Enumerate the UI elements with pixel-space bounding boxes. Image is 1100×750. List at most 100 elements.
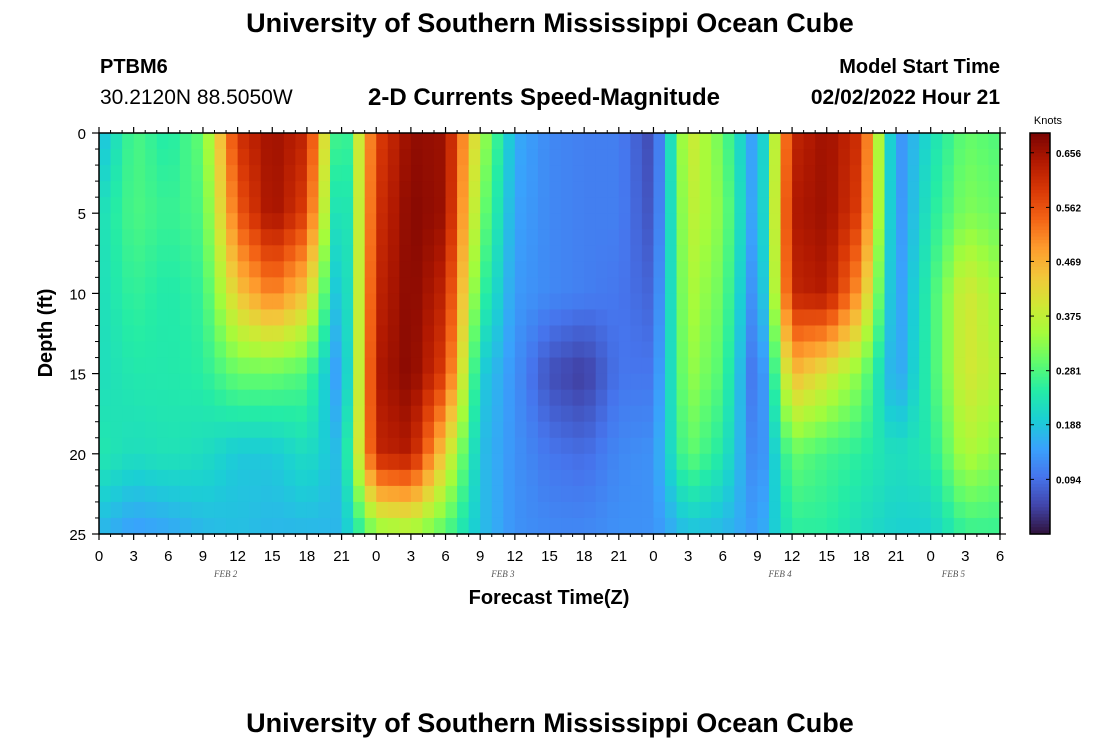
heatmap-cell xyxy=(376,293,389,311)
colorbar-segment xyxy=(1030,166,1050,171)
heatmap-cell xyxy=(295,421,308,439)
heatmap-cell xyxy=(676,149,689,166)
heatmap-cell xyxy=(376,485,389,503)
heatmap-cell xyxy=(595,405,608,423)
heatmap-cell xyxy=(641,421,655,439)
heatmap-cell xyxy=(734,309,747,327)
heatmap-cell xyxy=(122,245,135,262)
colorbar-segment xyxy=(1030,350,1050,355)
colorbar-segment xyxy=(1030,176,1050,181)
heatmap-cell xyxy=(295,517,308,535)
heatmap-cell xyxy=(630,181,643,198)
colorbar-segment xyxy=(1030,233,1050,238)
heatmap-cell xyxy=(249,357,262,375)
heatmap-cell xyxy=(145,309,158,327)
heatmap-cell xyxy=(711,405,724,423)
heatmap-cell xyxy=(480,245,493,262)
heatmap-cell xyxy=(422,165,435,182)
heatmap-cell xyxy=(237,293,250,311)
heatmap-cell xyxy=(919,389,932,407)
heatmap-cell xyxy=(445,373,458,391)
heatmap-cell xyxy=(330,373,343,391)
heatmap-cell xyxy=(122,421,135,439)
heatmap-cell xyxy=(965,277,978,294)
heatmap-cell xyxy=(826,437,839,455)
heatmap-cell xyxy=(953,261,966,278)
heatmap-cell xyxy=(734,261,747,278)
heatmap-cell xyxy=(907,293,920,311)
heatmap-cell xyxy=(792,421,805,439)
heatmap-cell xyxy=(930,165,943,182)
heatmap-cell xyxy=(468,133,481,150)
heatmap-cell xyxy=(341,357,354,375)
heatmap-cell xyxy=(745,309,759,327)
heatmap-cell xyxy=(433,309,447,327)
heatmap-cell xyxy=(537,501,551,519)
heatmap-cell xyxy=(745,341,759,359)
heatmap-cell xyxy=(618,325,631,343)
heatmap-cell xyxy=(711,325,724,343)
heatmap-cell xyxy=(711,261,724,278)
heatmap-cell xyxy=(711,181,724,198)
heatmap-cell xyxy=(780,165,793,182)
heatmap-cell xyxy=(618,341,631,359)
heatmap-cell xyxy=(630,325,643,343)
heatmap-cell xyxy=(792,133,805,150)
heatmap-cell xyxy=(168,213,181,230)
heatmap-cell xyxy=(526,261,539,278)
heatmap-cell xyxy=(364,357,377,375)
heatmap-cell xyxy=(745,293,759,311)
heatmap-cell xyxy=(376,165,389,182)
heatmap-cell xyxy=(168,437,181,455)
heatmap-cell xyxy=(156,405,169,423)
heatmap-cell xyxy=(953,373,966,391)
colorbar-segment xyxy=(1030,290,1050,294)
heatmap-cell xyxy=(953,501,966,519)
heatmap-cell xyxy=(699,277,712,294)
heatmap-cell xyxy=(561,245,574,262)
heatmap-cell xyxy=(815,213,828,230)
heatmap-cell xyxy=(133,341,146,359)
heatmap-cell xyxy=(699,309,712,327)
heatmap-cell xyxy=(445,197,458,214)
heatmap-cell xyxy=(884,485,897,503)
heatmap-cell xyxy=(318,149,331,166)
heatmap-cell xyxy=(988,373,1001,391)
heatmap-cell xyxy=(815,469,828,487)
heatmap-cell xyxy=(399,485,412,503)
heatmap-cell xyxy=(133,245,146,262)
heatmap-cell xyxy=(641,437,655,455)
heatmap-cell xyxy=(780,325,793,343)
heatmap-cell xyxy=(387,469,400,487)
heatmap-cell xyxy=(561,325,574,343)
x-tick-label: 9 xyxy=(476,548,484,565)
heatmap-cell xyxy=(110,325,123,343)
heatmap-cell xyxy=(953,341,966,359)
heatmap-cell xyxy=(780,293,793,311)
heatmap-cell xyxy=(133,405,146,423)
colorbar-segment xyxy=(1030,259,1050,264)
heatmap-cell xyxy=(514,421,527,439)
colorbar-segment xyxy=(1030,206,1050,211)
heatmap-cell xyxy=(803,325,816,343)
heatmap-cell xyxy=(433,453,447,471)
heatmap-cell xyxy=(572,181,585,198)
heatmap-cell xyxy=(653,293,666,311)
heatmap-cell xyxy=(306,437,320,455)
heatmap-cell xyxy=(133,373,146,391)
heatmap-cell xyxy=(561,341,574,359)
heatmap-cell xyxy=(353,213,366,230)
heatmap-cell xyxy=(214,229,227,246)
heatmap-cell xyxy=(930,261,943,278)
colorbar-segment xyxy=(1030,189,1050,194)
heatmap-cell xyxy=(503,133,516,150)
heatmap-cell xyxy=(838,325,851,343)
heatmap-cell xyxy=(514,517,527,535)
heatmap-cell xyxy=(353,277,366,294)
heatmap-cell xyxy=(907,485,920,503)
heatmap-cell xyxy=(122,293,135,311)
colorbar-segment xyxy=(1030,360,1050,365)
colorbar-segment xyxy=(1030,473,1050,478)
heatmap-cell xyxy=(422,181,435,198)
heatmap-cell xyxy=(745,133,759,150)
